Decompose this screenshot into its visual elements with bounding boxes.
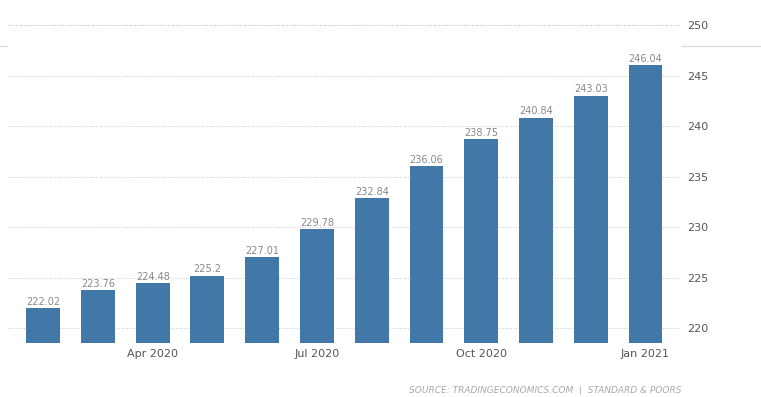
Bar [26,308,60,397]
Bar [409,166,444,397]
Bar [519,118,553,397]
Bar [245,257,279,397]
Text: ▦: ▦ [9,17,22,31]
Bar [135,283,170,397]
Bar [629,65,663,397]
Bar [574,96,608,397]
Bar [190,276,224,397]
Text: 246.04: 246.04 [629,54,662,64]
Text: 223.76: 223.76 [81,279,115,289]
Text: 5Y: 5Y [75,17,89,30]
Text: Embed: Embed [533,17,574,30]
Text: Chart: Chart [245,17,278,30]
Text: 227.01: 227.01 [245,246,279,256]
Text: 25Y: 25Y [150,17,172,30]
Bar [355,198,389,397]
Text: SOURCE: TRADINGECONOMICS.COM  |  STANDARD & POORS: SOURCE: TRADINGECONOMICS.COM | STANDARD … [409,386,681,395]
Text: 238.75: 238.75 [464,127,498,137]
Text: 229.78: 229.78 [300,218,334,228]
Text: 232.84: 232.84 [355,187,389,197]
Text: 225.2: 225.2 [193,264,221,274]
Text: API: API [476,17,495,30]
Text: Export: Export [408,17,447,30]
Text: 222.02: 222.02 [26,297,60,306]
Text: 240.84: 240.84 [519,106,553,116]
Bar [81,290,115,397]
Text: 236.06: 236.06 [409,155,444,165]
Text: 224.48: 224.48 [135,272,170,282]
Text: 10Y: 10Y [109,17,131,30]
Text: Compare: Compare [323,17,377,30]
Text: 1Y: 1Y [42,17,59,30]
Text: 243.03: 243.03 [574,84,607,94]
Bar [300,229,334,397]
Bar [464,139,498,397]
Text: MAX: MAX [193,17,218,30]
